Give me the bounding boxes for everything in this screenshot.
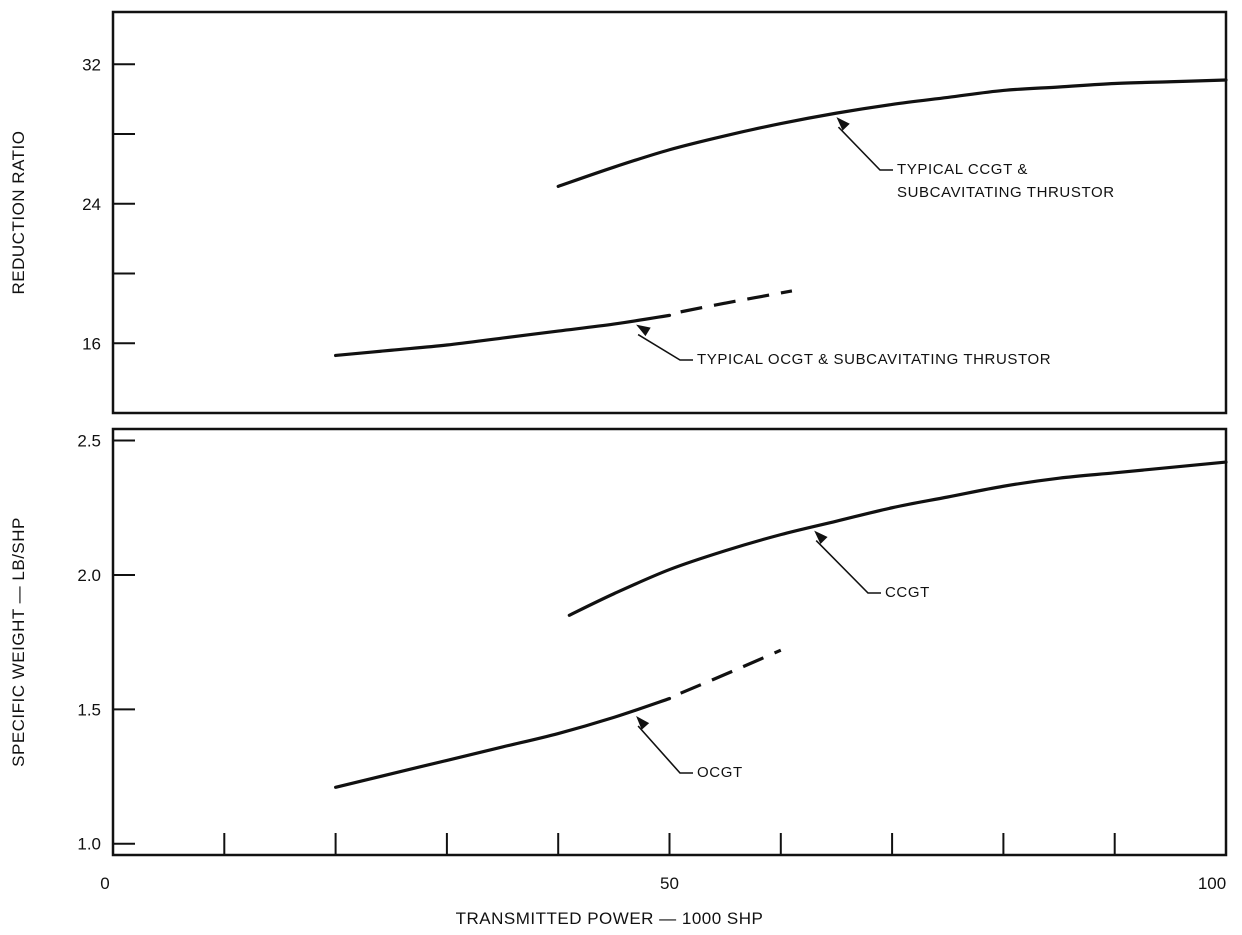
- bottom-frame: [111, 427, 1228, 857]
- top-annotation-label: TYPICAL OCGT & SUBCAVITATING THRUSTOR: [697, 351, 1051, 368]
- bottom-annotation-arrowhead: [636, 716, 650, 730]
- top-series-typical-ccgt-subcavitating-thrustor: [556, 78, 1228, 188]
- top-annotation-label: SUBCAVITATING THRUSTOR: [897, 184, 1115, 201]
- reduction-ratio-panel: 16 24 32 REDUCTION RATIO TYPICAL CCGT & SUBCA…: [9, 10, 1228, 415]
- bottom-series-ccgt: [567, 460, 1228, 617]
- top-y-axis-title: REDUCTION RATIO: [9, 131, 28, 295]
- top-series-typical-ocgt-subcavitating-thrustor-extrapolated: [680, 289, 793, 314]
- bottom-annotation-label: CCGT: [885, 584, 930, 601]
- top-frame: [111, 10, 1228, 415]
- x-tick-label: 100: [1198, 874, 1226, 893]
- bottom-y-axis-title: SPECIFIC WEIGHT — LB/SHP: [9, 517, 28, 767]
- top-series-typical-ocgt-subcavitating-thrustor: [334, 313, 672, 358]
- x-tick-label: 50: [660, 874, 679, 893]
- top-annotation-arrowhead: [836, 117, 850, 131]
- top-annotation-arrowhead: [636, 324, 651, 337]
- bottom-y-tick-label: 1.0: [77, 835, 101, 854]
- bottom-y-tick-label: 1.5: [77, 700, 101, 719]
- bottom-annotation-label: OCGT: [697, 764, 743, 781]
- top-annotation-label: TYPICAL CCGT &: [897, 161, 1028, 178]
- bottom-series-ocgt-extrapolated: [680, 648, 782, 695]
- bottom-y-tick-label: 2.0: [77, 566, 101, 585]
- bottom-annotation-leader: [815, 540, 881, 594]
- top-y-tick-label: 24: [82, 195, 101, 214]
- bottom-annotation-leader: [637, 725, 693, 774]
- bottom-y-tick-label: 2.5: [77, 432, 101, 451]
- specific-weight-panel: 1.0 1.5 2.0 2.5 SPECIFIC WEIGHT — LB/SHP 0 50 1…: [9, 427, 1228, 893]
- bottom-annotation-arrowhead: [814, 530, 828, 545]
- top-y-tick-label: 16: [82, 334, 101, 353]
- top-annotation-leader: [837, 126, 893, 171]
- x-axis-title: TRANSMITTED POWER — 1000 SHP: [456, 909, 764, 928]
- top-y-tick-label: 32: [82, 55, 101, 74]
- top-annotation-leader: [637, 333, 693, 361]
- bottom-series-ocgt: [334, 696, 672, 789]
- x-tick-label: 0: [100, 874, 109, 893]
